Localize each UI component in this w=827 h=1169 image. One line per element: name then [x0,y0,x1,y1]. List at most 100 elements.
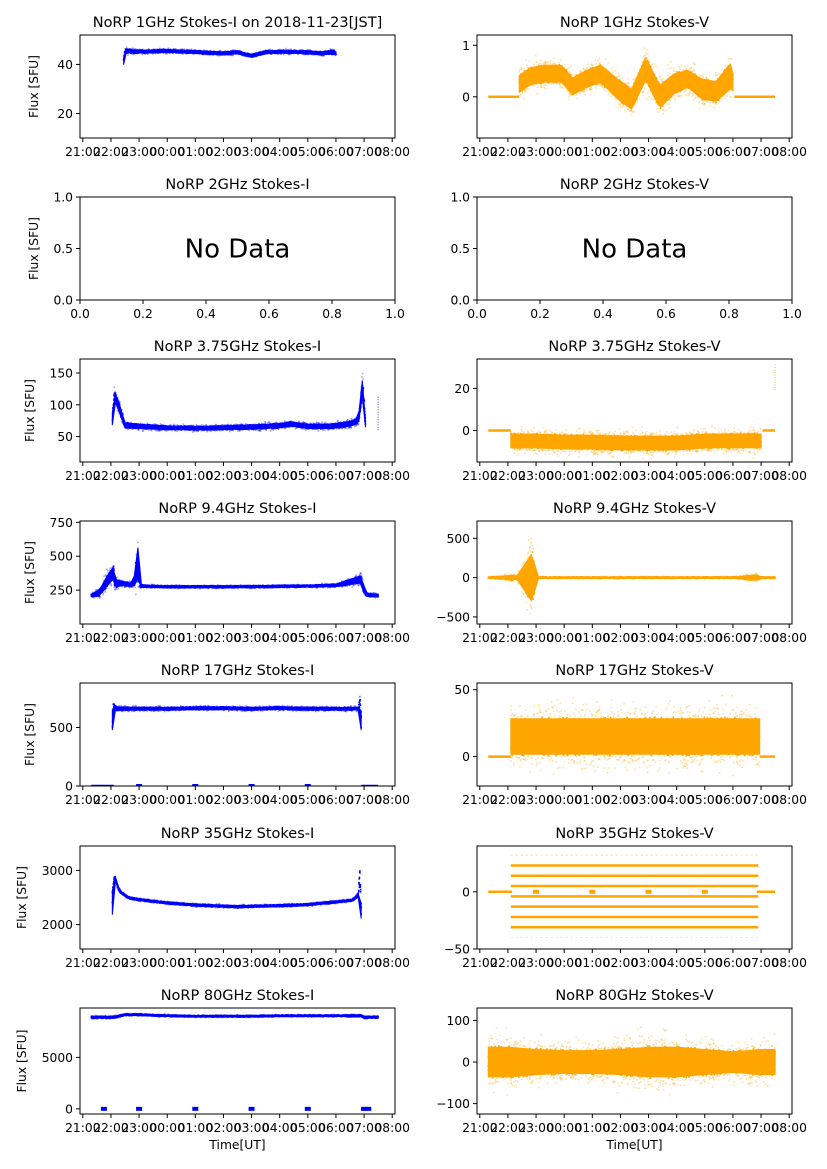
data-point [542,84,545,87]
data-point [634,77,637,79]
data-point [651,95,654,97]
data-point [146,422,149,424]
data-point [568,92,571,95]
data-point [551,62,554,65]
data-point [136,53,138,55]
data-point [282,48,285,51]
panel-1ghz-i: NoRP 1GHz Stokes-I on 2018-11-23[JST]204… [27,15,410,159]
data-point [714,103,716,105]
data-point [279,53,282,55]
data-point [677,92,679,94]
x-tick-label: 01:00 [575,145,610,159]
x-tick-label: 06:00 [318,145,353,159]
data-point [259,50,262,53]
data-point [216,54,218,57]
data-point [627,84,630,87]
data-point [705,76,708,78]
data-point [159,47,161,50]
data-point [659,75,661,78]
data-point [615,76,618,78]
data-point [268,48,271,51]
data-point [703,103,706,106]
data-point [137,48,140,51]
data-point [660,78,662,81]
data-point [596,59,599,62]
data-point [689,92,691,95]
data-point [159,422,162,425]
data-point [629,110,631,112]
data-point [648,95,650,98]
data-point [545,60,547,63]
data-point [650,65,653,68]
data-point [140,422,142,425]
data-point [591,88,593,90]
data-point [182,423,185,425]
data-point [646,48,648,51]
data-point [187,424,189,427]
data-point [226,424,228,426]
data-point [208,429,211,432]
data-point [287,53,289,55]
data-point [540,63,542,66]
data-point [535,61,538,64]
data-point [141,53,143,56]
data-point [604,58,607,60]
data-point [582,90,585,93]
data-point [162,48,165,50]
data-point [533,84,535,87]
data-point [113,386,116,388]
data-point [685,89,687,91]
data-point [334,54,337,57]
data-point [188,424,191,427]
y-tick-label: 0 [462,90,470,104]
data-point [617,72,620,75]
data-point [709,102,711,104]
data-point [620,105,622,107]
data-point [558,83,561,85]
data-point [668,99,671,102]
data-point [607,62,609,64]
data-point [307,53,310,56]
data-point [521,92,524,95]
data-point [590,63,593,65]
data-point [205,424,208,427]
data-point [194,430,196,433]
data-point [662,105,665,108]
data-point [209,429,211,432]
data-point [142,52,144,55]
data-point [614,98,617,101]
data-point [705,77,708,80]
data-point [611,94,614,96]
data-point [678,95,680,98]
data-point [702,102,704,105]
data-point [542,63,545,66]
data-point [179,48,182,51]
panel-title: NoRP 3.75GHz Stokes-I [154,339,321,355]
data-point [729,57,732,60]
data-point [131,47,134,50]
y-axis: 01 [462,39,477,104]
data-point [238,49,241,52]
data-point [117,410,120,413]
x-tick-label: 03:00 [631,145,666,159]
data-point [300,49,302,51]
data-point [706,101,708,103]
data-point [217,429,220,432]
data-point [131,53,133,56]
data-point [526,66,528,69]
data-point [154,52,157,55]
data-point [633,110,636,113]
data-point [699,74,701,77]
data-point [169,424,171,427]
data-point [703,103,705,106]
data-point [561,87,564,89]
data-point [693,69,695,71]
x-tick-label: 0.0 [70,307,90,321]
data-series-0 [111,372,367,433]
data-point [175,48,178,51]
data-point [174,430,177,432]
data-point [209,424,212,427]
data-point [545,87,547,90]
data-point [644,54,646,57]
data-point [648,61,651,63]
